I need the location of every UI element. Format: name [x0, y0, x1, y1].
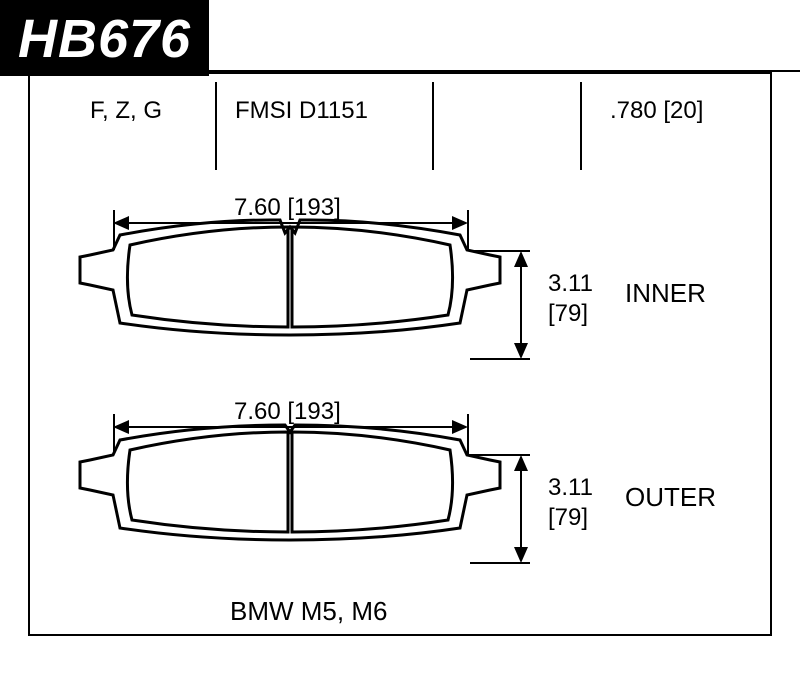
inner-pad: [60, 215, 520, 345]
outer-height-mm: [79]: [548, 504, 588, 532]
spec-divider-3: [580, 82, 582, 170]
inner-height-mm: [79]: [548, 300, 588, 328]
inner-height-text: 3.11: [548, 270, 593, 298]
outer-height-arrow-u: [514, 455, 528, 471]
outer-label: OUTER: [625, 482, 716, 513]
inner-height-arrow-d: [514, 343, 528, 359]
outer-height-arrow-d: [514, 547, 528, 563]
spec-divider-2: [432, 82, 434, 170]
fmsi-text: FMSI D1151: [235, 97, 368, 125]
inner-height-line: [520, 262, 522, 348]
thickness-text: .780 [20]: [610, 97, 703, 125]
outer-height-line: [520, 466, 522, 552]
outer-pad-svg: [60, 420, 520, 550]
compounds-text: F, Z, G: [90, 97, 162, 125]
spec-divider-1: [215, 82, 217, 170]
outer-height-text: 3.11: [548, 474, 593, 502]
inner-label: INNER: [625, 278, 706, 309]
spec-row: F, Z, G FMSI D1151 .780 [20]: [30, 82, 770, 172]
inner-height-arrow-u: [514, 251, 528, 267]
header: HB676: [0, 0, 209, 76]
outer-pad: [60, 420, 520, 550]
inner-pad-svg: [60, 215, 520, 345]
application-text: BMW M5, M6: [230, 596, 387, 627]
part-number: HB676: [18, 9, 191, 69]
